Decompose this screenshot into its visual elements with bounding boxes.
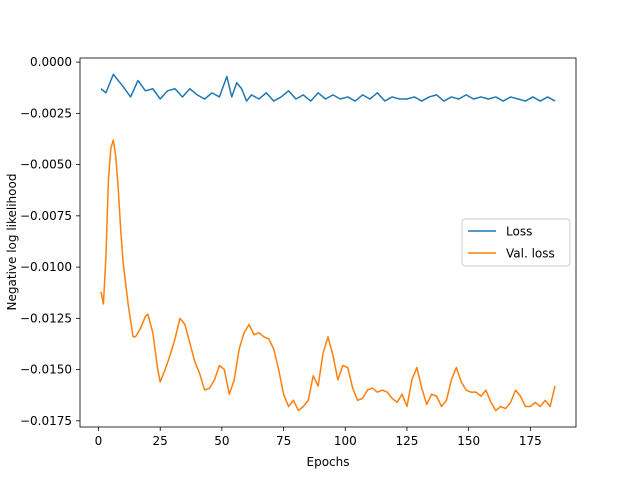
legend-label-loss: Loss [506,225,532,239]
y-axis: 0.0000 −0.0025 −0.0050 −0.0075 −0.0100 −0.012… [20,55,80,428]
y-axis-label: Negative log likelihood [5,174,19,311]
y-tick-label: −0.0100 [20,260,72,274]
y-tick-label: −0.0025 [20,106,72,120]
x-tick-label: 100 [334,434,357,448]
x-tick-label: 125 [396,434,419,448]
x-tick-label: 75 [276,434,291,448]
plot-frame [79,57,577,428]
x-tick-label: 0 [95,434,103,448]
y-tick-label: −0.0075 [20,209,72,223]
y-tick-label: −0.0175 [20,414,72,428]
x-tick-label: 175 [519,434,542,448]
y-tick-label: −0.0150 [20,363,72,377]
y-tick-label: −0.0050 [20,158,72,172]
y-tick-label: 0.0000 [30,55,72,69]
series-line-val-loss [100,139,556,412]
x-tick-label: 50 [214,434,229,448]
series-layer [100,73,556,412]
legend-label-val-loss: Val. loss [506,247,555,261]
y-tick-label: −0.0125 [20,311,72,325]
x-tick-label: 25 [153,434,168,448]
x-tick-label: 150 [457,434,480,448]
legend: Loss Val. loss [461,218,571,267]
x-axis: 0 25 50 75 100 125 150 175 [95,427,542,448]
x-axis-label: Epochs [307,455,350,469]
series-line-loss [100,73,556,102]
